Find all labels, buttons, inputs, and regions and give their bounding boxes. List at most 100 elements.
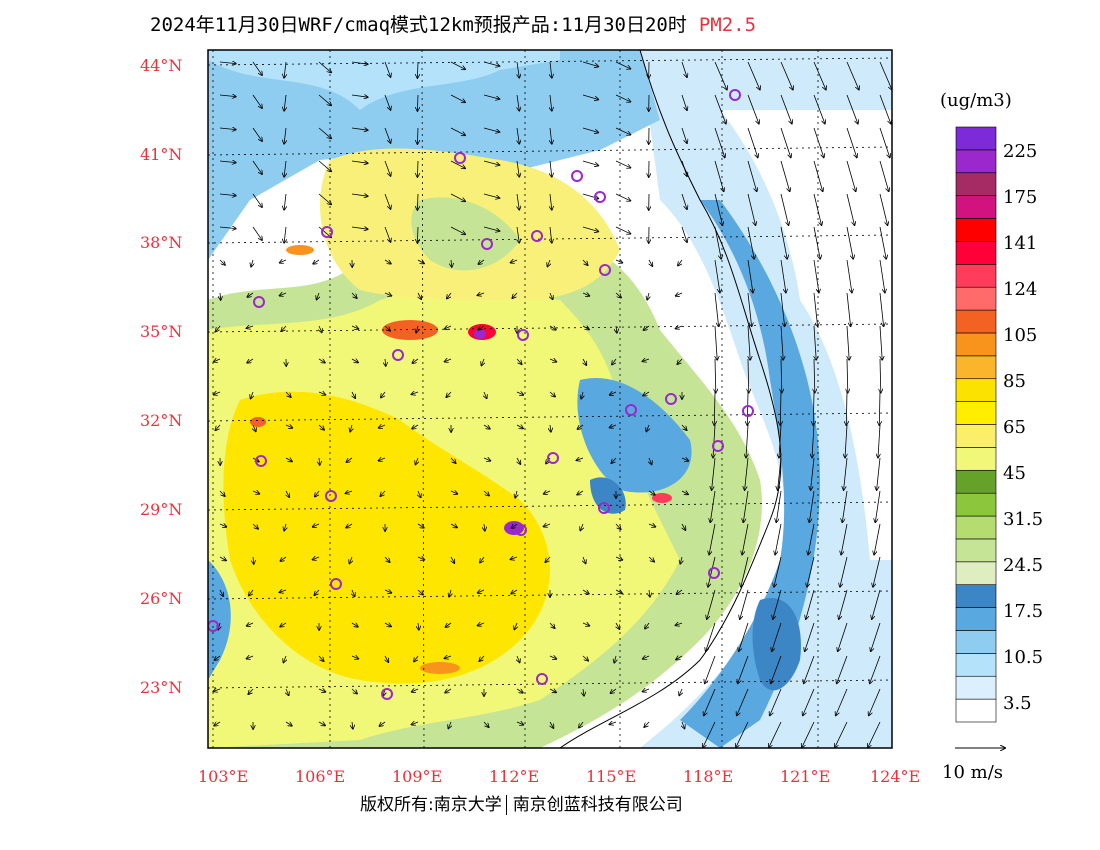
- wind-arrow: [384, 325, 390, 331]
- wind-arrow: [581, 391, 583, 399]
- wind-arrow: [813, 61, 826, 90]
- wind-arrow: [780, 193, 789, 225]
- wind-arrow: [879, 94, 891, 124]
- wind-arrow: [280, 556, 287, 561]
- wind-arrow: [875, 490, 881, 522]
- clean-ocean-region: [720, 110, 892, 560]
- wind-arrow: [318, 193, 331, 204]
- wind-arrow: [284, 193, 286, 210]
- wind-arrow: [681, 61, 687, 77]
- wind-arrow: [714, 193, 723, 225]
- wind-arrow: [813, 259, 819, 293]
- coastline: [559, 50, 782, 748]
- wind-arrow: [879, 259, 885, 293]
- wind-arrow: [712, 457, 716, 490]
- wind-arrow: [483, 425, 490, 429]
- wind-arrow: [516, 689, 523, 693]
- wind-arrow: [740, 589, 749, 619]
- wind-arrow: [615, 292, 621, 298]
- colorbar-swatch: [955, 172, 997, 196]
- wind-arrow: [615, 557, 622, 560]
- colorbar-label: 17.5: [1003, 601, 1044, 622]
- wind-arrow: [247, 623, 254, 626]
- wind-arrow: [415, 457, 418, 465]
- wind-arrow: [747, 259, 753, 293]
- wind-arrow: [813, 193, 822, 225]
- wind-arrow: [681, 458, 688, 461]
- lon-label: 109°E: [392, 767, 442, 786]
- colorbar-swatch: [955, 126, 997, 151]
- hotspot-lanzhou: [286, 245, 314, 255]
- wind-arrow: [780, 127, 791, 158]
- wind-arrow: [676, 589, 683, 594]
- wind-arrow: [445, 689, 452, 693]
- wind-arrow: [577, 491, 584, 495]
- colorbar-swatch: [955, 195, 997, 219]
- wind-arrow: [550, 721, 554, 728]
- wind-arrow: [577, 424, 584, 429]
- wind-arrow: [284, 94, 286, 111]
- city-marker: [381, 688, 393, 700]
- wind-arrow: [417, 160, 418, 177]
- wind-arrow: [748, 358, 749, 393]
- wind-arrow: [645, 622, 650, 629]
- wind-arrow: [550, 61, 552, 78]
- wind-arrow: [610, 392, 617, 395]
- wind-arrow: [279, 590, 287, 592]
- colorbar-swatch: [955, 149, 997, 174]
- colorbar-swatch: [955, 355, 997, 380]
- hotspot-xian: [382, 320, 438, 340]
- wind-arrow: [676, 293, 683, 296]
- wind-arrow: [315, 490, 320, 497]
- wind-arrow: [550, 292, 553, 299]
- wind-arrow: [643, 325, 650, 330]
- chart-title: 2024年11月30日WRF/cmaq模式12km预报产品:11月30日20时 P…: [150, 10, 756, 37]
- wind-arrow: [582, 655, 588, 661]
- wind-arrow: [313, 524, 320, 527]
- wind-arrow: [319, 325, 322, 332]
- wind-arrow: [412, 425, 419, 429]
- colorbar-swatch: [955, 286, 997, 311]
- copyright-owner: 版权所有:南京大学: [360, 795, 502, 815]
- wind-arrow: [549, 326, 556, 330]
- wind-arrow: [714, 226, 721, 259]
- wind-arrow: [216, 325, 221, 332]
- wind-arrow: [612, 358, 617, 365]
- city-marker: [594, 191, 606, 203]
- wind-arrow: [247, 359, 254, 363]
- wind-arrow: [511, 590, 518, 594]
- wind-arrow: [284, 160, 286, 177]
- colorbar-swatch: [955, 264, 997, 288]
- wind-arrow: [846, 391, 847, 425]
- wind-arrow: [649, 457, 652, 465]
- wind-arrow: [649, 259, 652, 266]
- wind-arrow: [280, 623, 287, 627]
- wind-arrow: [781, 325, 783, 360]
- wind-arrow: [214, 392, 221, 395]
- hotspot-east: [652, 493, 672, 503]
- wind-arrow: [246, 326, 254, 328]
- wind-arrow: [384, 193, 391, 209]
- wind-arrow: [417, 260, 424, 264]
- wind-arrow: [381, 391, 386, 398]
- wind-arrow: [318, 655, 324, 661]
- wind-arrow: [450, 160, 465, 168]
- wind-arrow: [582, 61, 598, 67]
- wind-arrow: [803, 688, 815, 716]
- wind-arrow: [251, 259, 253, 267]
- wind-arrow: [714, 391, 715, 425]
- wind-arrow: [412, 689, 419, 692]
- wind-arrow: [379, 721, 386, 726]
- west-blue-region: [208, 560, 231, 680]
- wind-arrow: [248, 688, 254, 694]
- wind-arrow: [809, 490, 815, 522]
- wind-arrow: [549, 359, 556, 362]
- wind-arrow: [742, 523, 749, 555]
- variable-name: PM2.5: [698, 14, 757, 36]
- lon-label: 112°E: [489, 767, 539, 786]
- wind-arrow: [417, 127, 418, 144]
- wind-arrow: [285, 722, 292, 726]
- hotspot-chengdu: [250, 417, 266, 427]
- wind-arrow: [384, 556, 390, 562]
- wind-arrow: [477, 293, 485, 295]
